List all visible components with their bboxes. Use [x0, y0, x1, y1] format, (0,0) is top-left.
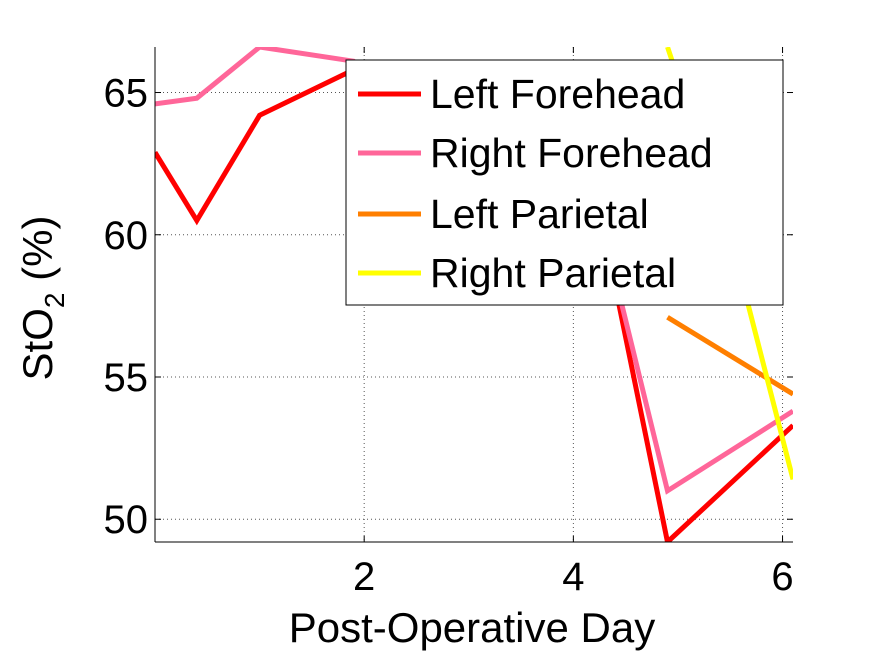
series-line-left-parietal	[666, 315, 793, 397]
y-tick-label: 50	[104, 498, 149, 542]
x-tick-label: 6	[771, 555, 793, 599]
legend-label-right-forehead: Right Forehead	[430, 130, 713, 176]
x-tick-label: 4	[562, 555, 584, 599]
grid	[155, 47, 793, 542]
y-tick-label: 55	[104, 356, 149, 400]
y-tick-label: 60	[104, 214, 149, 258]
ticks: 2 4 6 50 55 60 65	[104, 47, 794, 599]
axes	[154, 47, 793, 543]
x-axis-title: Post-Operative Day	[289, 604, 655, 651]
legend-label-right-parietal: Right Parietal	[430, 250, 676, 296]
y-axis-title-subscript: 2	[39, 293, 70, 309]
y-axis-title-main: StO	[14, 308, 61, 380]
legend: Left Forehead Right Forehead Left Pariet…	[345, 59, 784, 306]
legend-label-left-forehead: Left Forehead	[430, 71, 685, 117]
y-axis-title-suffix: (%)	[14, 216, 61, 293]
x-tick-label: 2	[353, 555, 375, 599]
y-axis-title: StO2 (%)	[14, 216, 70, 381]
y-tick-label: 65	[104, 72, 149, 116]
legend-label-left-parietal: Left Parietal	[430, 191, 649, 237]
legend-box	[345, 59, 784, 306]
